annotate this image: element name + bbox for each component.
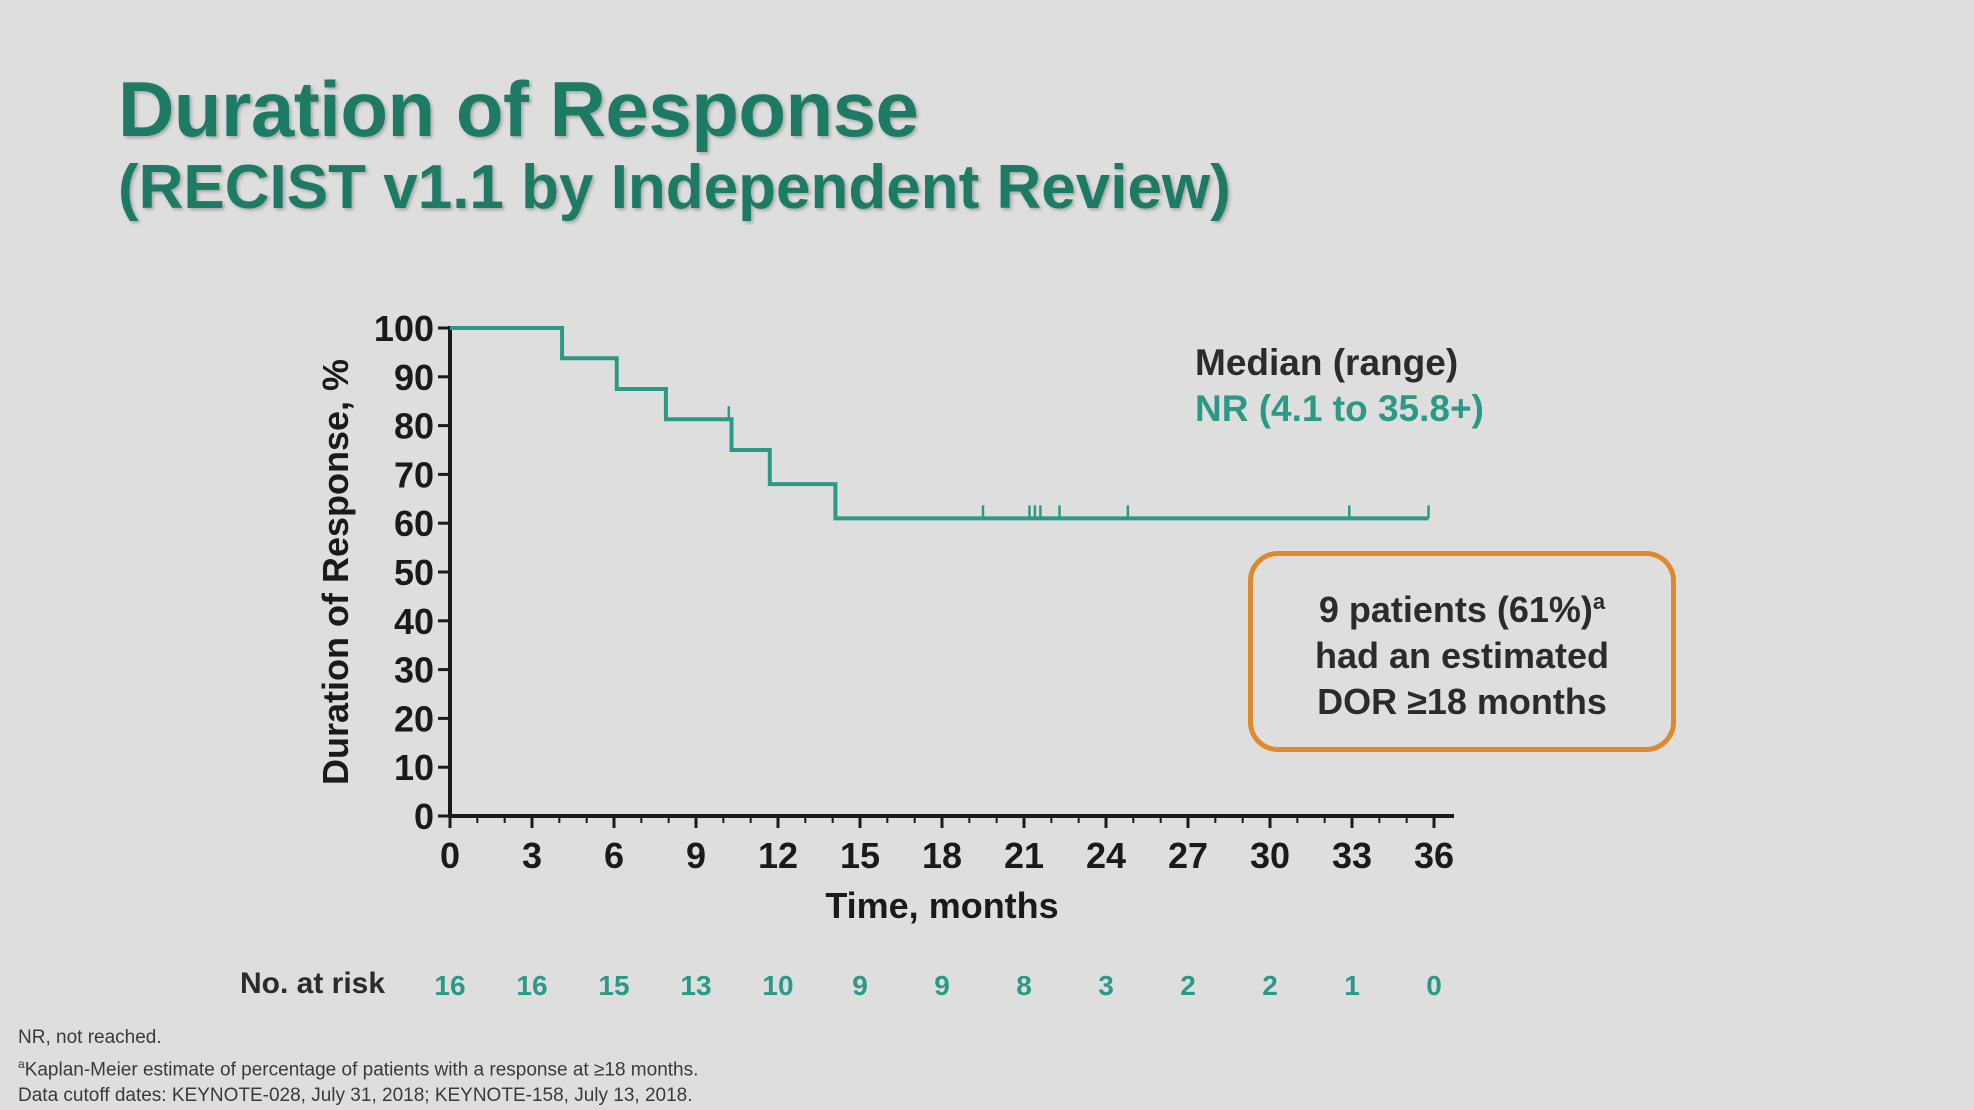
y-tick-label: 0 (414, 796, 434, 837)
median-heading: Median (range) (1195, 342, 1459, 383)
y-tick-label: 90 (394, 357, 434, 398)
x-tick-label: 24 (1086, 835, 1126, 876)
callout-box: 9 patients (61%)a had an estimated DOR ≥… (1248, 551, 1676, 752)
y-tick-label: 70 (394, 454, 434, 495)
footnote-nr: NR, not reached. (18, 1027, 162, 1048)
callout-line-3: DOR ≥18 months (1317, 680, 1607, 722)
median-legend: Median (range) NR (4.1 to 35.8+) (1195, 340, 1484, 432)
at-risk-count: 15 (598, 970, 629, 1001)
title-line-1: Duration of Response (118, 65, 919, 153)
footnote-cutoff: Data cutoff dates: KEYNOTE-028, July 31,… (18, 1085, 693, 1107)
title-line-2: (RECIST v1.1 by Independent Review) (118, 153, 1231, 222)
x-tick-label: 36 (1414, 835, 1454, 876)
km-curve (450, 326, 1429, 521)
at-risk-count: 16 (434, 970, 465, 1001)
at-risk-count: 8 (1016, 970, 1032, 1001)
x-tick-label: 0 (440, 835, 460, 876)
x-tick-label: 27 (1168, 835, 1208, 876)
y-tick-label: 50 (394, 552, 434, 593)
footnotes: NR, not reached. aKaplan-Meier estimate … (18, 1025, 698, 1109)
x-tick-label: 15 (840, 835, 880, 876)
y-tick-label: 10 (394, 747, 434, 788)
y-tick-label: 100 (374, 308, 434, 349)
x-tick-label: 18 (922, 835, 962, 876)
y-tick-label: 80 (394, 406, 434, 447)
callout-line-1: 9 patients (61%)a (1318, 588, 1606, 630)
x-tick-label: 33 (1332, 835, 1372, 876)
y-axis-title: Duration of Response, % (315, 359, 356, 785)
at-risk-count: 16 (516, 970, 547, 1001)
at-risk-count: 3 (1098, 970, 1114, 1001)
at-risk-count: 1 (1344, 970, 1360, 1001)
at-risk-count: 13 (680, 970, 711, 1001)
footnote-a: aKaplan-Meier estimate of percentage of … (18, 1057, 699, 1081)
callout-footnote-mark: a (1592, 588, 1606, 614)
at-risk-label: No. at risk (240, 967, 386, 1000)
x-tick-label: 6 (604, 835, 624, 876)
callout-line-2: had an estimated (1314, 634, 1610, 676)
y-tick-label: 40 (394, 601, 434, 642)
x-tick-label: 9 (686, 835, 706, 876)
x-axis-title: Time, months (825, 885, 1058, 926)
x-tick-label: 30 (1250, 835, 1290, 876)
at-risk-count: 2 (1180, 970, 1196, 1001)
x-tick-label: 3 (522, 835, 542, 876)
x-tick-label: 21 (1004, 835, 1044, 876)
at-risk-count: 0 (1426, 970, 1442, 1001)
at-risk-count: 9 (852, 970, 868, 1001)
y-tick-label: 20 (394, 698, 434, 739)
y-tick-label: 60 (394, 503, 434, 544)
footnote-a-mark: a (18, 1057, 25, 1071)
x-tick-label: 12 (758, 835, 798, 876)
at-risk-count: 2 (1262, 970, 1278, 1001)
callout-text: 9 patients (61%)a had an estimated DOR ≥… (1315, 579, 1609, 725)
at-risk-count: 10 (762, 970, 793, 1001)
slide-title: Duration of Response (RECIST v1.1 by Ind… (118, 66, 1231, 224)
median-value: NR (4.1 to 35.8+) (1195, 388, 1484, 429)
y-tick-label: 30 (394, 650, 434, 691)
at-risk-count: 9 (934, 970, 950, 1001)
